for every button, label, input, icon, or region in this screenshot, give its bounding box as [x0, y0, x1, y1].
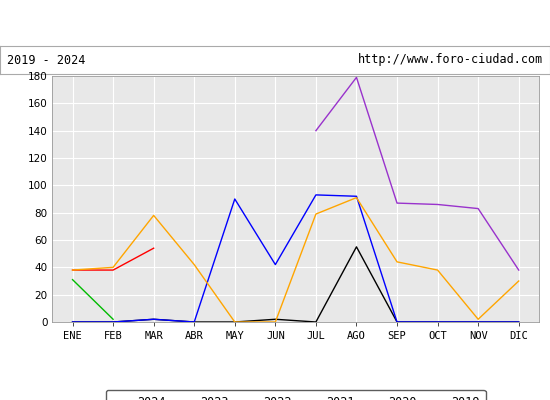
Text: http://www.foro-ciudad.com: http://www.foro-ciudad.com [358, 54, 543, 66]
Text: Evolucion Nº Turistas Extranjeros en el municipio de Breda: Evolucion Nº Turistas Extranjeros en el … [58, 16, 492, 30]
Text: 2019 - 2024: 2019 - 2024 [7, 54, 85, 66]
Legend: 2024, 2023, 2022, 2021, 2020, 2019: 2024, 2023, 2022, 2021, 2020, 2019 [106, 390, 486, 400]
